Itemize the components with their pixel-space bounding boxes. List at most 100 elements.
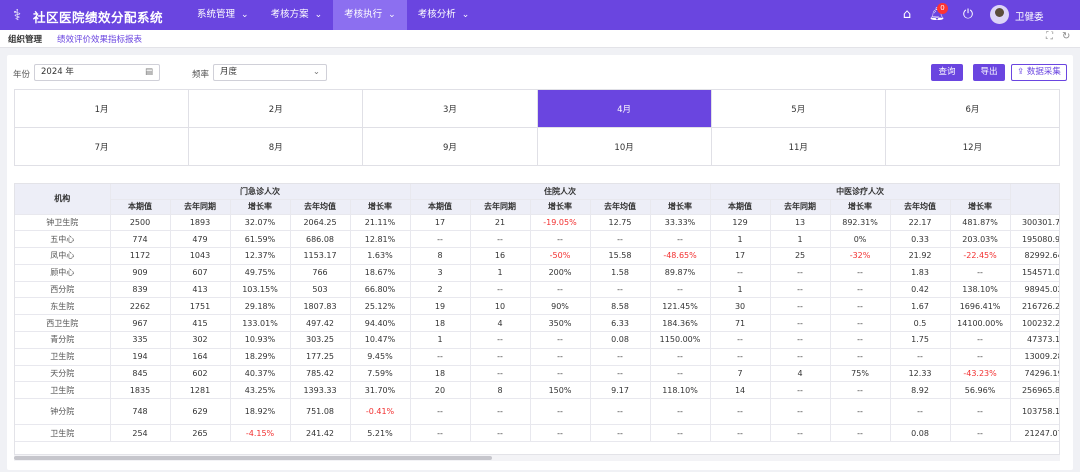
home-icon[interactable]: ⌂ [902, 7, 912, 22]
table-cell: 14100.00% [950, 314, 1011, 333]
refresh-icon[interactable]: ↻ [1062, 31, 1071, 42]
calendar-icon: ▤ [144, 67, 153, 77]
table-cell: 607 [170, 264, 231, 282]
table-cell: -- [470, 348, 531, 366]
table-cell: -- [530, 365, 591, 383]
bell-icon[interactable]: 🔔︎ 0 [927, 3, 948, 25]
month-4[interactable]: 4月 [537, 90, 712, 128]
table-cell: -- [470, 230, 531, 249]
chevron-down-icon: ⌄ [388, 10, 396, 20]
table-cell: -- [650, 398, 711, 426]
org-cell: 钟分院 [15, 398, 111, 426]
table-cell: -- [710, 331, 771, 349]
export-button[interactable]: 导出 [973, 64, 1005, 81]
org-header: 机构 [15, 184, 111, 215]
data-collect-label: 数据采集 [1026, 67, 1061, 77]
table-cell: 1 [710, 281, 771, 299]
month-12[interactable]: 12月 [885, 128, 1060, 166]
org-cell: 卫生院 [15, 381, 111, 400]
subheader-4: 增长率 [650, 199, 711, 215]
nav-label: 考核分析 [417, 9, 456, 20]
table-cell: 1281 [170, 381, 231, 400]
table-cell: 1393.33 [290, 381, 351, 400]
table-cell: 12.75 [590, 214, 651, 232]
table-cell: -- [530, 398, 591, 426]
table-cell: -- [530, 331, 591, 349]
subtab-performance-report[interactable]: 绩效评价效果指标报表 [57, 35, 143, 45]
month-10[interactable]: 10月 [537, 128, 712, 166]
table-cell: 4 [470, 314, 531, 333]
frequency-value: 月度 [220, 67, 238, 77]
scrollbar-thumb[interactable] [14, 456, 492, 460]
subheader-1: 去年同期 [170, 199, 231, 215]
month-6[interactable]: 6月 [885, 90, 1060, 128]
main-panel: 年份 2024 年 ▤ 频率 月度 ⌄ 查询 导出 ⇪ 数据采集 1月 2月 3月 4月 5… [7, 55, 1073, 470]
table-cell: 1150.00% [650, 331, 711, 349]
table-cell: -- [410, 348, 471, 366]
table-cell: 748 [110, 398, 171, 426]
table-cell: -- [650, 281, 711, 299]
horizontal-scrollbar[interactable] [14, 455, 1060, 461]
top-bar: ⚕ 社区医院绩效分配系统 系统管理 ⌄ 考核方案 ⌄ 考核执行 ⌄ 考核分析 ⌄ ⌂ 🔔… [0, 0, 1080, 30]
nav-assessment-execution[interactable]: 考核执行 ⌄ [333, 0, 407, 30]
table-cell: -- [770, 381, 831, 400]
table-cell: -- [830, 314, 891, 333]
subheader-4: 增长率 [350, 199, 411, 215]
frequency-select[interactable]: 月度 ⌄ [213, 64, 327, 81]
subheader-2: 增长率 [530, 199, 591, 215]
table-cell: 2500 [110, 214, 171, 232]
table-cell: 61.59% [230, 230, 291, 249]
org-cell: 凤中心 [15, 247, 111, 265]
table-cell: -- [590, 398, 651, 426]
avatar[interactable] [990, 5, 1009, 24]
year-picker[interactable]: 2024 年 ▤ [34, 64, 160, 81]
notification-badge: 0 [937, 3, 948, 14]
table-cell: 103758.12 [1010, 398, 1059, 426]
table-cell: 30 [710, 297, 771, 316]
nav-assessment-analysis[interactable]: 考核分析 ⌄ [407, 0, 481, 30]
table-cell: -- [650, 230, 711, 249]
table-cell: 21 [470, 214, 531, 232]
table-cell: 90% [530, 297, 591, 316]
month-2[interactable]: 2月 [189, 90, 364, 128]
query-button[interactable]: 查询 [931, 64, 963, 81]
org-cell: 卫生院 [15, 348, 111, 366]
nav-system-management[interactable]: 系统管理 ⌄ [186, 0, 260, 30]
username[interactable]: 卫健委 [1015, 12, 1044, 23]
subheader-4: 增长率 [950, 199, 1011, 215]
month-3[interactable]: 3月 [363, 90, 538, 128]
table-cell: -50% [530, 247, 591, 265]
table-cell: -- [530, 348, 591, 366]
month-8[interactable]: 8月 [189, 128, 364, 166]
table-cell: -- [770, 297, 831, 316]
month-5[interactable]: 5月 [711, 90, 886, 128]
power-icon[interactable]: ⏻ [962, 7, 974, 22]
month-9[interactable]: 9月 [363, 128, 538, 166]
table-cell: 29.18% [230, 297, 291, 316]
month-11[interactable]: 11月 [711, 128, 886, 166]
table-cell: -4.15% [230, 424, 291, 443]
table-cell: 10.93% [230, 331, 291, 349]
month-7[interactable]: 7月 [15, 128, 190, 166]
data-collect-button[interactable]: ⇪ 数据采集 [1011, 64, 1067, 81]
logo-icon: ⚕ [12, 6, 22, 24]
nav-assessment-plan[interactable]: 考核方案 ⌄ [260, 0, 334, 30]
table-row: 凤中心 1172 1043 12.37% 1153.17 1.63% 8 16 -50% 15.5… [15, 247, 1059, 265]
table-cell: 15.58 [590, 247, 651, 265]
table-cell: 10.47% [350, 331, 411, 349]
year-value: 2024 年 [41, 67, 74, 77]
app-title: 社区医院绩效分配系统 [33, 10, 164, 25]
fullscreen-icon[interactable]: ⛶ [1046, 31, 1053, 42]
month-1[interactable]: 1月 [15, 90, 190, 128]
table-cell: -- [650, 365, 711, 383]
subtab-org-management[interactable]: 组织管理 [8, 35, 43, 45]
table-cell: -- [470, 424, 531, 443]
table-cell: -43.23% [950, 365, 1011, 383]
table-cell: -- [830, 398, 891, 426]
table-cell: 2 [410, 281, 471, 299]
table-row: 卫生院 194 164 18.29% 177.25 9.45% -- -- -- -- -- -- --… [15, 348, 1059, 366]
chevron-down-icon: ⌄ [461, 10, 470, 20]
table-cell: 350% [530, 314, 591, 333]
subheader-1: 去年同期 [770, 199, 831, 215]
table-cell: 22.17 [890, 214, 951, 232]
